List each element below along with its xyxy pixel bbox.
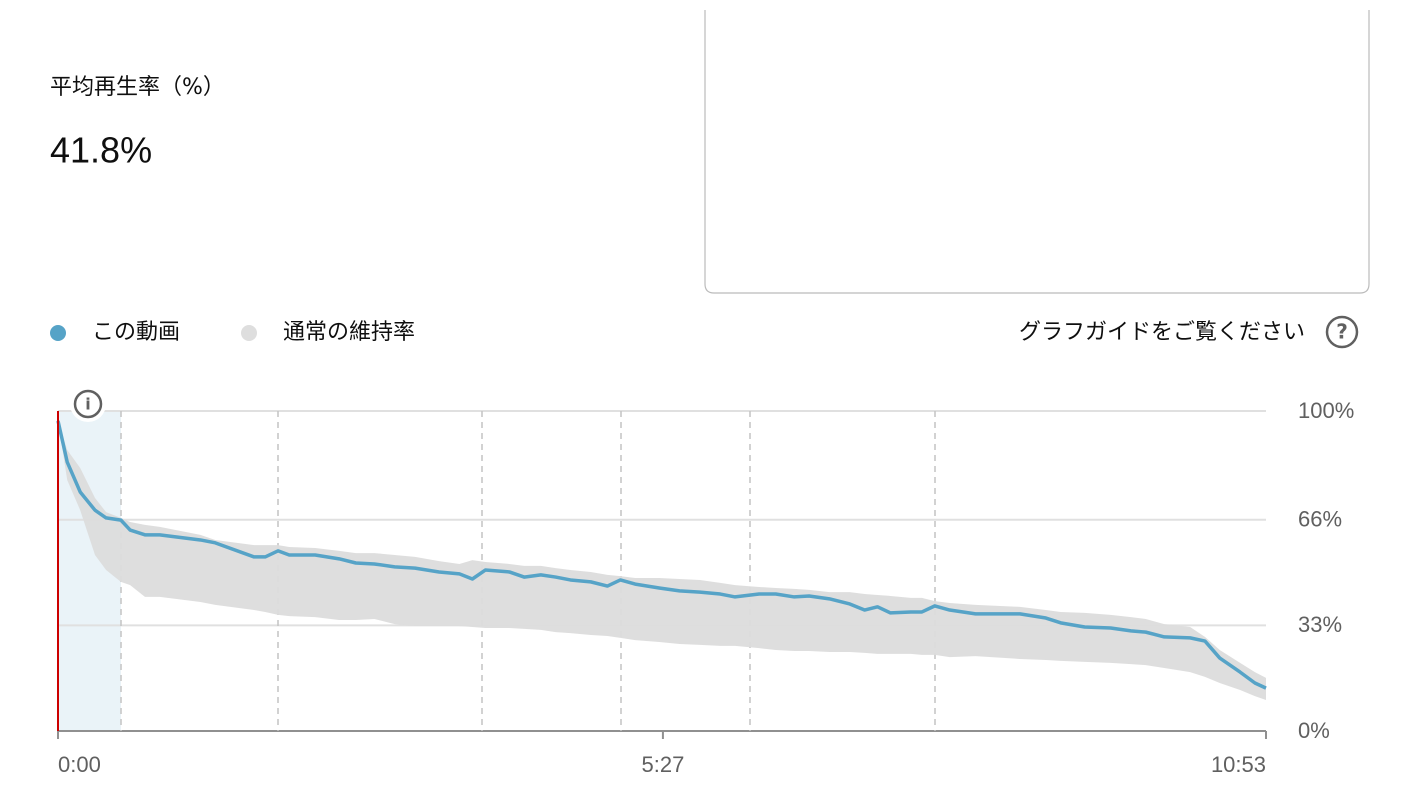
y-tick-label: 0% [1298, 718, 1330, 743]
y-tick-label: 66% [1298, 507, 1342, 532]
info-glyph: i [85, 395, 90, 414]
x-tick-label: 0:00 [58, 752, 101, 777]
x-tick-label: 5:27 [642, 752, 685, 777]
x-tick-label: 10:53 [1211, 752, 1266, 777]
card-outline [704, 10, 1370, 294]
retention-line [56, 420, 1267, 690]
legend-swatch [50, 325, 66, 341]
legend-label: この動画 [92, 320, 180, 345]
axes: 0% 33% 66% 100% 0:00 5:27 10:53 [57, 398, 1354, 777]
legend-swatch [241, 325, 257, 341]
info-icon [73, 389, 103, 419]
legend: この動画 通常の維持率 [50, 320, 415, 345]
guide-link[interactable]: グラフガイドをご覧ください [1019, 320, 1305, 345]
metric-value: 41.8% [50, 130, 152, 171]
metric-label: 平均再生率（%） [50, 75, 225, 100]
help-icon-glyph: ? [1336, 320, 1348, 344]
y-tick-label: 33% [1298, 612, 1342, 637]
y-tick-label: 100% [1298, 398, 1354, 423]
legend-label: 通常の維持率 [283, 320, 415, 345]
typical-retention-band [58, 420, 1266, 700]
help-icon[interactable] [1325, 315, 1359, 349]
plot [56, 420, 1267, 700]
